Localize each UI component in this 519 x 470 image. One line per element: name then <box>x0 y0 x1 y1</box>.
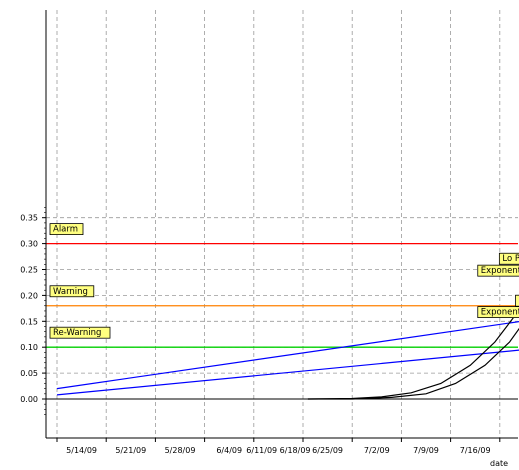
threshold-layer <box>46 242 518 400</box>
y-tick-label: 0.35 <box>20 214 38 223</box>
annotation-tag: Lo Peak <box>498 252 519 265</box>
x-tick-label: 5/28/09 <box>165 446 196 455</box>
annotation-box <box>515 294 519 307</box>
annotation-box <box>49 326 111 339</box>
series-line <box>307 307 519 400</box>
x-tick-label: 6/4/09 <box>216 446 242 455</box>
x-tick-label: 5/14/09 <box>66 446 97 455</box>
x-axis-title: date <box>490 459 508 468</box>
grid-layer <box>46 10 518 438</box>
annotation-tag: Alarm <box>49 223 84 236</box>
annotation-text: Warning <box>53 287 88 297</box>
y-tick-label: 0.10 <box>20 343 38 352</box>
annotation-text: Alarm <box>53 225 78 235</box>
annotation-box <box>477 264 519 277</box>
x-tick-label: 6/25/09 <box>312 446 343 455</box>
series-line <box>307 327 519 400</box>
x-tick-label: 7/2/09 <box>364 446 390 455</box>
annotation-tag: Peak <box>515 294 519 307</box>
tick-layer: 0.00 0.05 0.10 0.15 0.20 0.25 0.30 0.35 5/14/09 5… <box>20 207 501 455</box>
annotation-box <box>498 252 519 265</box>
y-tick-label: 0.20 <box>20 291 38 300</box>
axis-layer: date <box>45 10 518 468</box>
y-tick-label: 0.25 <box>20 266 38 275</box>
annotation-tag: Re-Warning <box>49 326 111 339</box>
annotation-text: Exponential <box>481 308 519 318</box>
annotation-tag: Exponential <box>477 264 519 277</box>
series-line <box>56 349 519 396</box>
series-line <box>56 321 519 390</box>
y-tick-label: 0.00 <box>20 395 38 404</box>
series-layer <box>56 307 519 400</box>
x-tick-label: 7/16/09 <box>460 446 491 455</box>
y-tick-label: 0.05 <box>20 369 38 378</box>
y-tick-label: 0.15 <box>20 317 38 326</box>
annotation-box <box>49 285 95 298</box>
annotation-text: Lo Peak <box>502 254 519 264</box>
x-tick-label: 7/9/09 <box>413 446 439 455</box>
label-layer: Alarm Warning Re-Warning Lo Peak Exponential… <box>49 223 519 339</box>
annotation-tag: Exponential <box>477 306 519 319</box>
x-tick-label: 5/21/09 <box>115 446 146 455</box>
annotation-tag: Warning <box>49 285 95 298</box>
x-tick-label: 6/11/09 6/18/09 <box>246 446 310 455</box>
y-tick-label: 0.30 <box>20 240 38 249</box>
annotation-text: Re-Warning <box>53 328 101 338</box>
annotation-box <box>49 223 84 236</box>
annotation-text: Exponential <box>481 266 519 276</box>
annotation-box <box>477 306 519 319</box>
